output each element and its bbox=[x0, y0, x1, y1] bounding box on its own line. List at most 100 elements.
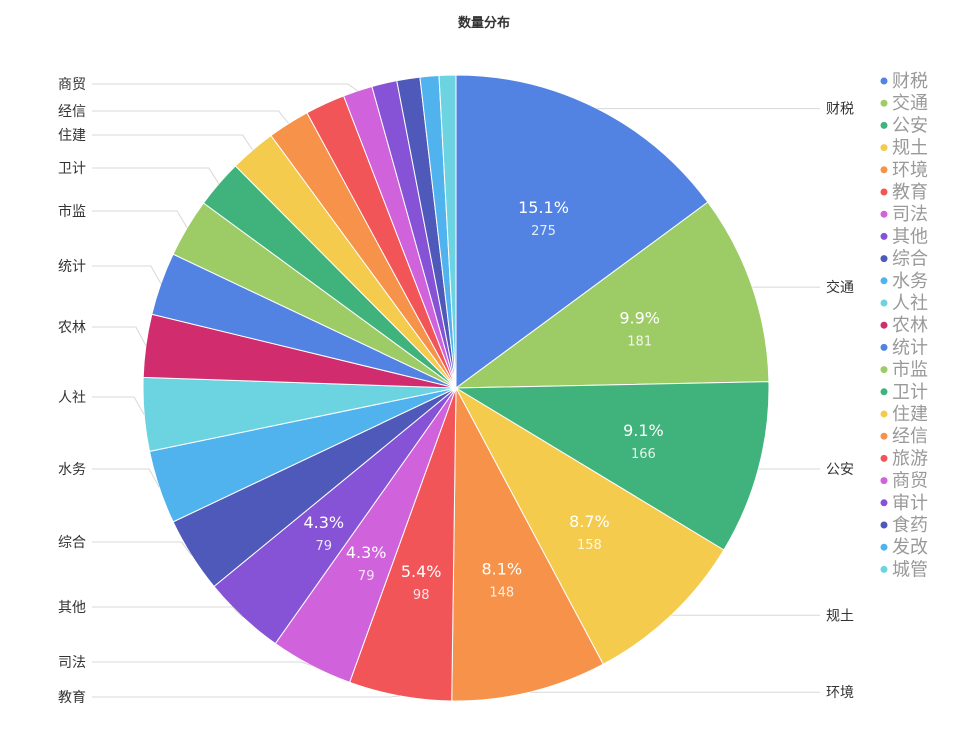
slice-percent-label: 8.1% bbox=[481, 560, 522, 579]
legend-item-统计[interactable]: 统计 bbox=[880, 337, 929, 358]
legend-item-旅游[interactable]: 旅游 bbox=[880, 448, 929, 469]
legend-item-食药[interactable]: 食药 bbox=[880, 515, 929, 536]
legend-marker bbox=[880, 144, 888, 152]
legend-label: 交通 bbox=[892, 93, 928, 114]
legend-item-发改[interactable]: 发改 bbox=[880, 537, 929, 558]
legend-label: 旅游 bbox=[892, 448, 928, 469]
legend-label: 教育 bbox=[892, 182, 928, 203]
legend-label: 经信 bbox=[892, 426, 928, 447]
outer-label-统计: 统计 bbox=[58, 259, 86, 275]
legend-item-规土[interactable]: 规土 bbox=[880, 138, 929, 159]
legend-label: 审计 bbox=[892, 493, 928, 514]
leader-line bbox=[92, 695, 400, 698]
legend-item-城管[interactable]: 城管 bbox=[880, 559, 929, 580]
leader-line bbox=[92, 110, 289, 124]
legend-label: 其他 bbox=[892, 226, 928, 247]
outer-label-交通: 交通 bbox=[826, 279, 854, 296]
legend-label: 司法 bbox=[892, 204, 928, 225]
slice-percent-label: 9.9% bbox=[619, 309, 660, 328]
legend-label: 商贸 bbox=[892, 471, 928, 492]
legend-marker bbox=[880, 255, 888, 263]
legend-label: 规土 bbox=[892, 138, 928, 159]
outer-label-司法: 司法 bbox=[58, 655, 86, 671]
legend-marker bbox=[880, 499, 888, 507]
outer-label-公安: 公安 bbox=[826, 462, 854, 478]
legend-marker bbox=[880, 321, 888, 329]
slice-value-label: 166 bbox=[631, 447, 656, 462]
leader-line bbox=[92, 167, 220, 185]
legend-label: 食药 bbox=[892, 515, 928, 536]
legend-label: 综合 bbox=[892, 249, 928, 270]
slice-value-label: 79 bbox=[316, 539, 333, 554]
legend-item-经信[interactable]: 经信 bbox=[880, 426, 929, 447]
outer-label-教育: 教育 bbox=[58, 690, 86, 706]
legend-label: 住建 bbox=[892, 404, 928, 425]
legend-marker bbox=[880, 277, 888, 285]
slice-percent-label: 4.3% bbox=[303, 513, 344, 532]
outer-label-卫计: 卫计 bbox=[58, 161, 86, 177]
outer-label-环境: 环境 bbox=[826, 685, 854, 701]
pie-slice-城管[interactable] bbox=[438, 74, 457, 389]
legend-item-教育[interactable]: 教育 bbox=[880, 182, 929, 203]
leader-line bbox=[92, 661, 312, 666]
slice-value-label: 79 bbox=[358, 569, 375, 584]
leader-line bbox=[92, 265, 162, 284]
legend-item-市监[interactable]: 市监 bbox=[880, 360, 929, 381]
legend-marker bbox=[880, 565, 888, 573]
legend-item-公安[interactable]: 公安 bbox=[880, 115, 929, 136]
leader-line bbox=[92, 134, 254, 151]
legend-item-人社[interactable]: 人社 bbox=[880, 293, 929, 314]
legend-label: 城管 bbox=[892, 559, 928, 580]
leader-line bbox=[92, 541, 192, 556]
legend-marker bbox=[880, 410, 888, 418]
legend[interactable]: 财税交通公安规土环境教育司法其他综合水务人社农林统计市监卫计住建经信旅游商贸审计… bbox=[880, 71, 929, 580]
outer-label-综合: 综合 bbox=[58, 535, 86, 551]
legend-marker bbox=[880, 343, 888, 351]
legend-label: 卫计 bbox=[892, 382, 928, 403]
legend-item-财税[interactable]: 财税 bbox=[880, 71, 929, 92]
legend-marker bbox=[880, 99, 888, 107]
legend-label: 农林 bbox=[892, 315, 928, 336]
pie-slices bbox=[142, 74, 770, 702]
slice-percent-label: 5.4% bbox=[401, 562, 442, 581]
legend-marker bbox=[880, 477, 888, 485]
legend-marker bbox=[880, 432, 888, 440]
legend-marker bbox=[880, 77, 888, 85]
legend-item-卫计[interactable]: 卫计 bbox=[880, 382, 929, 403]
slice-percent-label: 4.3% bbox=[346, 543, 387, 562]
legend-marker bbox=[880, 299, 888, 307]
slice-value-label: 181 bbox=[627, 335, 652, 350]
legend-item-环境[interactable]: 环境 bbox=[880, 160, 929, 181]
legend-item-其他[interactable]: 其他 bbox=[880, 226, 929, 247]
legend-item-水务[interactable]: 水务 bbox=[880, 271, 929, 292]
legend-label: 市监 bbox=[892, 360, 928, 381]
legend-item-商贸[interactable]: 商贸 bbox=[880, 471, 929, 492]
outer-label-商贸: 商贸 bbox=[58, 77, 86, 93]
legend-item-审计[interactable]: 审计 bbox=[880, 493, 929, 514]
legend-item-交通[interactable]: 交通 bbox=[880, 93, 929, 114]
legend-item-住建[interactable]: 住建 bbox=[880, 404, 929, 425]
outer-label-住建: 住建 bbox=[58, 128, 86, 144]
legend-marker bbox=[880, 454, 888, 462]
slice-percent-label: 8.7% bbox=[569, 512, 610, 531]
legend-item-司法[interactable]: 司法 bbox=[880, 204, 929, 225]
slice-percent-label: 9.1% bbox=[623, 421, 664, 440]
outer-label-市监: 市监 bbox=[58, 203, 86, 220]
slice-value-label: 158 bbox=[577, 538, 602, 553]
legend-label: 公安 bbox=[892, 115, 928, 136]
legend-marker bbox=[880, 210, 888, 218]
outer-label-人社: 人社 bbox=[58, 390, 86, 406]
outer-label-财税: 财税 bbox=[826, 102, 854, 118]
outer-label-规土: 规土 bbox=[826, 608, 854, 624]
leader-line bbox=[92, 83, 358, 92]
legend-item-农林[interactable]: 农林 bbox=[880, 315, 929, 336]
pie-slice-环境[interactable] bbox=[451, 387, 604, 702]
legend-marker bbox=[880, 543, 888, 551]
outer-label-其他: 其他 bbox=[58, 600, 86, 616]
legend-label: 环境 bbox=[892, 160, 928, 181]
pie-slice-财税[interactable] bbox=[455, 74, 709, 389]
legend-marker bbox=[880, 188, 888, 196]
legend-item-综合[interactable]: 综合 bbox=[880, 249, 929, 270]
slice-percent-label: 15.1% bbox=[518, 198, 569, 217]
